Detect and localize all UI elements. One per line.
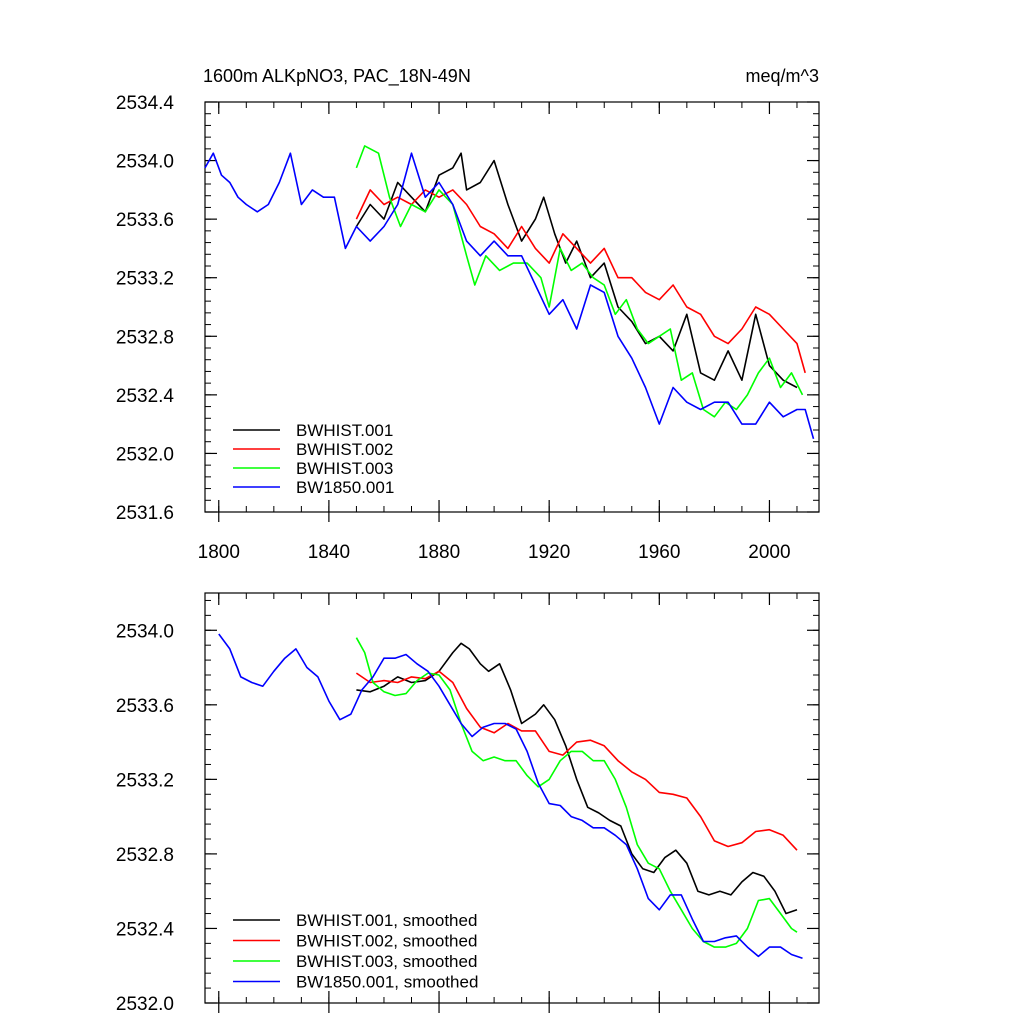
top-series-line-4 bbox=[204, 152, 815, 440]
top-legend-label-3: BWHIST.003 bbox=[296, 459, 393, 478]
top-legend-label-4: BW1850.001 bbox=[296, 478, 394, 497]
bottom-ytick-label: 2533.6 bbox=[116, 696, 174, 717]
top-panel-title: 1600m ALKpNO3, PAC_18N-49N bbox=[203, 66, 471, 87]
bottom-legend-label-3: BWHIST.003, smoothed bbox=[296, 952, 477, 971]
bottom-ticks: 2532.0 2532.4 2532.8 2533.2 2533.6 2534.0 bbox=[116, 593, 819, 1015]
top-plot-frame bbox=[204, 101, 820, 513]
bottom-legend: BWHIST.001, smoothed BWHIST.002, smoothed… bbox=[233, 911, 478, 992]
top-ytick-label: 2533.6 bbox=[116, 210, 174, 231]
top-legend-label-1: BWHIST.001 bbox=[296, 421, 393, 440]
bottom-series-line-4 bbox=[218, 633, 803, 960]
top-series bbox=[204, 145, 815, 440]
bottom-series-line-2 bbox=[355, 670, 798, 851]
bottom-ytick-label: 2533.2 bbox=[116, 770, 174, 791]
top-ytick-label: 2534.0 bbox=[116, 152, 174, 173]
bottom-panel: 2532.0 2532.4 2532.8 2533.2 2533.6 2534.0 BWH… bbox=[116, 592, 820, 1015]
bottom-series-line-1 bbox=[356, 642, 798, 915]
top-ytick-label: 2532.8 bbox=[116, 327, 174, 348]
bottom-series bbox=[218, 633, 803, 960]
top-xtick-label: 1880 bbox=[418, 542, 460, 563]
top-legend-label-2: BWHIST.002 bbox=[296, 440, 393, 459]
top-xtick-label: 2000 bbox=[748, 542, 790, 563]
top-panel: 1600m ALKpNO3, PAC_18N-49N meq/m^3 2531.… bbox=[116, 66, 820, 563]
top-series-line-2 bbox=[355, 189, 806, 374]
top-xtick-label: 1800 bbox=[198, 542, 240, 563]
top-xtick-label: 1960 bbox=[638, 542, 680, 563]
top-xtick-label: 1840 bbox=[308, 542, 350, 563]
top-ytick-label: 2531.6 bbox=[116, 503, 174, 524]
bottom-ytick-label: 2532.0 bbox=[116, 994, 174, 1015]
bottom-series-line-3 bbox=[355, 637, 798, 948]
bottom-plot-frame bbox=[204, 592, 820, 1004]
top-series-line-3 bbox=[355, 145, 804, 418]
top-ytick-label: 2532.4 bbox=[116, 386, 175, 407]
bottom-ytick-label: 2532.4 bbox=[116, 919, 175, 940]
bottom-legend-label-4: BW1850.001, smoothed bbox=[296, 973, 478, 992]
top-ytick-label: 2532.0 bbox=[116, 444, 174, 465]
bottom-legend-label-1: BWHIST.001, smoothed bbox=[296, 911, 477, 930]
top-ytick-label: 2533.2 bbox=[116, 269, 174, 290]
top-xtick-label: 1920 bbox=[528, 542, 570, 563]
bottom-legend-label-2: BWHIST.002, smoothed bbox=[296, 932, 477, 951]
top-panel-units: meq/m^3 bbox=[746, 66, 819, 86]
bottom-ytick-label: 2532.8 bbox=[116, 845, 174, 866]
top-ytick-label: 2534.4 bbox=[116, 93, 175, 114]
bottom-ytick-label: 2534.0 bbox=[116, 621, 174, 642]
top-ticks: 2531.6 2532.0 2532.4 2532.8 2533.2 2533.6 2534… bbox=[116, 93, 819, 563]
